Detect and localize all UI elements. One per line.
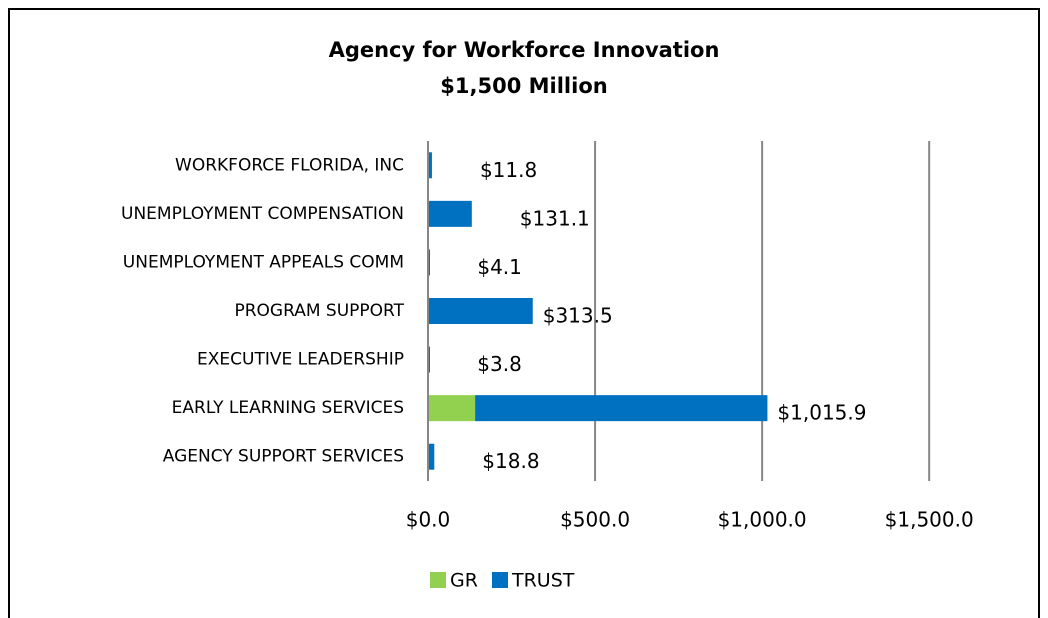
bar — [428, 200, 472, 227]
data-label: $131.1 — [520, 206, 590, 230]
bar — [428, 443, 435, 470]
data-label: $18.8 — [482, 449, 539, 473]
y-tick-label: PROGRAM SUPPORT — [234, 301, 404, 321]
data-label: $4.1 — [477, 255, 522, 279]
data-label: $3.8 — [477, 352, 522, 376]
legend-label: GR — [450, 570, 478, 592]
x-tick-label: $0.0 — [406, 508, 451, 532]
y-tick-label: EARLY LEARNING SERVICES — [172, 398, 404, 418]
x-tick-label: $1,000.0 — [718, 508, 807, 532]
chart-subtitle: $1,500 Million — [440, 74, 607, 98]
y-tick-label: AGENCY SUPPORT SERVICES — [163, 447, 404, 467]
y-tick-label: EXECUTIVE LEADERSHIP — [197, 350, 404, 370]
data-label: $313.5 — [543, 304, 613, 328]
bar — [428, 298, 533, 324]
bar — [428, 395, 476, 422]
y-tick-label: UNEMPLOYMENT APPEALS COMM — [123, 252, 404, 272]
chart-border — [8, 8, 1040, 618]
x-tick-label: $1,500.0 — [885, 508, 974, 532]
data-label: $1,015.9 — [777, 401, 866, 425]
bar — [428, 152, 432, 179]
y-tick-label: UNEMPLOYMENT COMPENSATION — [121, 204, 404, 224]
bar — [475, 395, 768, 422]
legend-swatch — [430, 572, 446, 588]
legend-swatch — [492, 572, 508, 588]
legend-label: TRUST — [511, 570, 575, 592]
chart-title: Agency for Workforce Innovation — [329, 38, 720, 62]
x-tick-label: $500.0 — [560, 508, 630, 532]
y-tick-label: WORKFORCE FLORIDA, INC — [175, 155, 404, 175]
data-label: $11.8 — [480, 158, 537, 182]
